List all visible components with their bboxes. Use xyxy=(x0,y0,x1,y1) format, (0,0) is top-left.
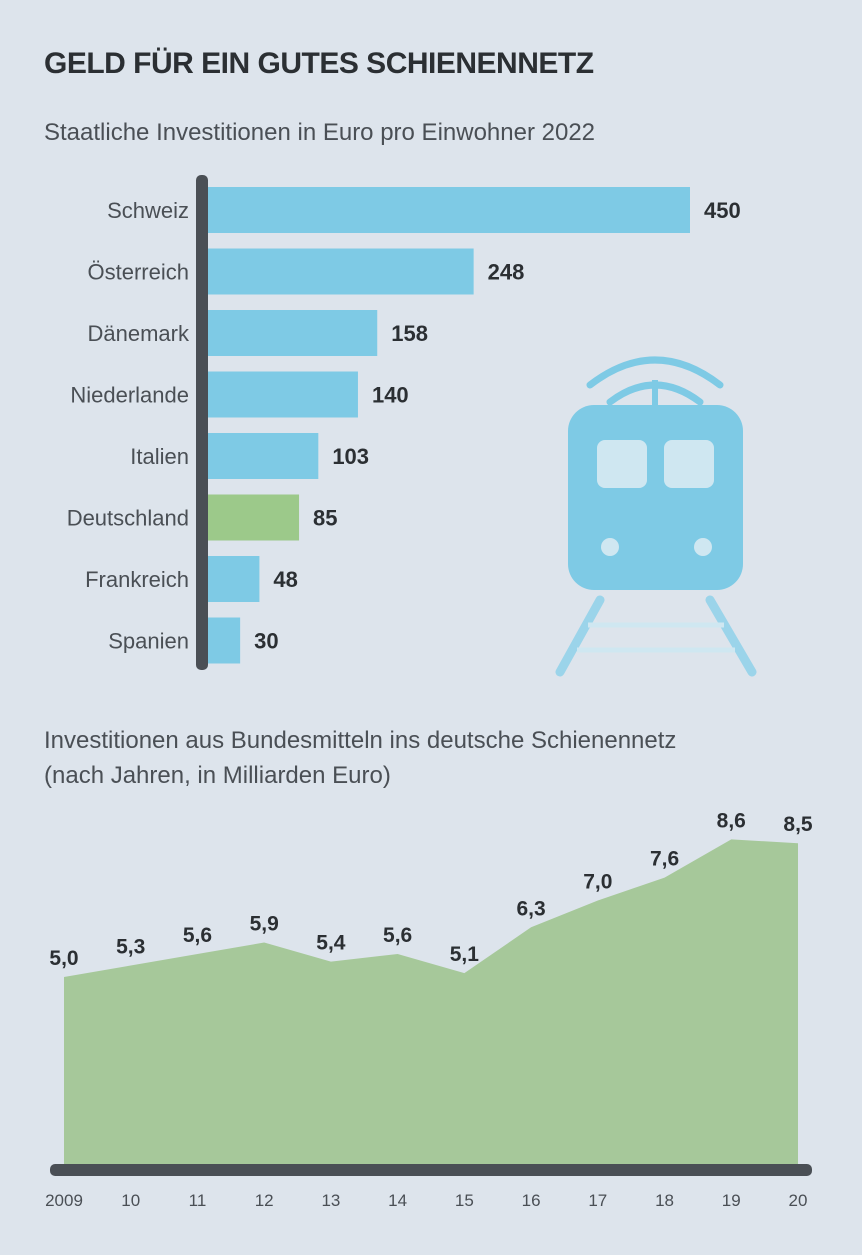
year-label: 18 xyxy=(655,1191,674,1210)
bar-dänemark xyxy=(208,310,378,356)
bar-niederlande xyxy=(208,371,358,418)
category-label: Schweiz xyxy=(107,198,189,223)
bar-chart: Schweiz 450 Österreich 248 Dänemark 158 Nieder… xyxy=(67,175,741,670)
category-label: Niederlande xyxy=(70,383,189,408)
area-value-label: 5,6 xyxy=(383,924,412,947)
year-label: 15 xyxy=(455,1191,474,1210)
area-value-label: 5,3 xyxy=(116,935,145,958)
year-label: 12 xyxy=(255,1191,274,1210)
area-value-label: 5,0 xyxy=(49,947,78,970)
year-label: 14 xyxy=(388,1191,407,1210)
year-label: 19 xyxy=(722,1191,741,1210)
area-value-label: 7,0 xyxy=(583,871,612,894)
category-label: Deutschland xyxy=(67,506,189,531)
area-value-label: 8,6 xyxy=(717,809,746,832)
bar-schweiz xyxy=(208,187,690,233)
year-label: 13 xyxy=(321,1191,340,1210)
year-label: 10 xyxy=(121,1191,140,1210)
bar-axis xyxy=(196,175,208,670)
value-label: 103 xyxy=(332,444,369,469)
bar-chart-title: Staatliche Investitionen in Euro pro Ein… xyxy=(44,119,595,146)
bar-österreich xyxy=(208,248,474,295)
bar-spanien xyxy=(208,617,241,664)
category-label: Dänemark xyxy=(88,321,190,346)
area-value-label: 5,1 xyxy=(450,943,480,966)
area-chart: 5,0 2009 5,3 10 5,6 11 5,9 12 5,4 13 5,6 14 5,1 15 6,3… xyxy=(45,809,813,1210)
value-label: 48 xyxy=(273,567,297,592)
area-value-label: 8,5 xyxy=(783,813,813,836)
area-axis xyxy=(50,1164,812,1176)
value-label: 30 xyxy=(254,629,278,654)
area-chart-title: Investitionen aus Bundesmitteln ins deut… xyxy=(44,727,676,754)
value-label: 450 xyxy=(704,198,741,223)
value-label: 158 xyxy=(391,321,428,346)
category-label: Österreich xyxy=(88,260,189,285)
chart-title: GELD FÜR EIN GUTES SCHIENENNETZ xyxy=(44,47,594,80)
year-label: 20 xyxy=(789,1191,808,1210)
bar-italien xyxy=(208,433,319,479)
area-chart-subtitle: (nach Jahren, in Milliarden Euro) xyxy=(44,762,391,789)
area-value-label: 7,6 xyxy=(650,848,679,871)
category-label: Spanien xyxy=(108,629,189,654)
category-label: Frankreich xyxy=(85,567,189,592)
year-label: 11 xyxy=(189,1191,207,1210)
value-label: 140 xyxy=(372,383,409,408)
area-value-label: 5,6 xyxy=(183,924,212,947)
area-series xyxy=(64,839,798,1168)
area-value-label: 5,4 xyxy=(316,932,346,955)
category-label: Italien xyxy=(130,444,189,469)
value-label: 85 xyxy=(313,506,337,531)
area-value-label: 6,3 xyxy=(516,897,545,920)
value-label: 248 xyxy=(488,260,525,285)
year-label: 2009 xyxy=(45,1191,83,1210)
bar-frankreich xyxy=(208,556,260,602)
bar-deutschland xyxy=(208,494,300,541)
train-icon xyxy=(555,356,757,677)
year-label: 16 xyxy=(522,1191,541,1210)
year-label: 17 xyxy=(588,1191,607,1210)
area-value-label: 5,9 xyxy=(250,913,279,936)
